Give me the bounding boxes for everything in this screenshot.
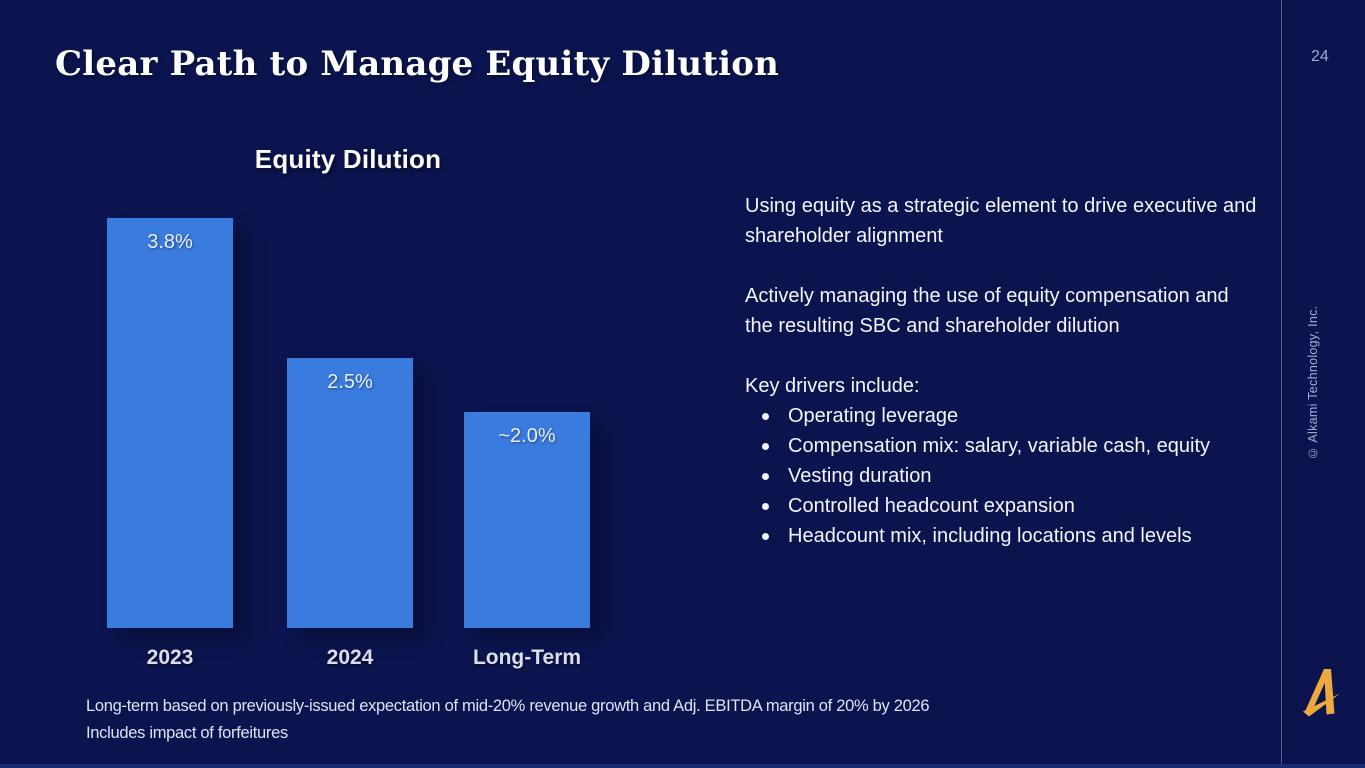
list-item-label: Vesting duration: [788, 465, 932, 487]
list-item: Headcount mix, including locations and l…: [745, 521, 1260, 551]
page-title: Clear Path to Manage Equity Dilution: [55, 44, 780, 84]
list-item-label: Operating leverage: [788, 405, 959, 427]
list-item: Compensation mix: salary, variable cash,…: [745, 431, 1260, 461]
bullet-dot-icon: [762, 503, 769, 510]
alkami-logo-icon: [1303, 669, 1340, 717]
bullet-dot-icon: [762, 533, 769, 540]
bullet-dot-icon: [762, 413, 769, 420]
bullet-dot-icon: [762, 473, 769, 480]
bar-2023: 3.8%: [107, 217, 233, 628]
commentary-panel: Using equity as a strategic element to d…: [745, 191, 1260, 551]
paragraph-managing-equity: Actively managing the use of equity comp…: [745, 285, 1229, 337]
vertical-divider: [1281, 0, 1282, 764]
bar-value-label: ~2.0%: [498, 425, 556, 447]
x-axis-label-2023: 2023: [146, 646, 194, 669]
bar-2024: 2.5%: [287, 358, 413, 628]
list-item: Controlled headcount expansion: [745, 491, 1260, 521]
key-drivers-list: Operating leverage Compensation mix: sal…: [745, 401, 1260, 551]
footnote: Long-term based on previously-issued exp…: [86, 693, 930, 747]
x-axis-label-2024: 2024: [326, 646, 374, 669]
list-item-label: Compensation mix: salary, variable cash,…: [788, 435, 1211, 457]
footnote-line-1: Long-term based on previously-issued exp…: [86, 697, 930, 715]
chart-title: Equity Dilution: [254, 144, 442, 174]
list-item: Operating leverage: [745, 401, 1260, 431]
bar-long-term: ~2.0%: [464, 412, 590, 628]
key-drivers-heading: Key drivers include:: [745, 375, 920, 397]
bar-value-label: 2.5%: [327, 371, 373, 393]
copyright-text: © Alkami Technology, Inc.: [1306, 305, 1320, 461]
footnote-line-2: Includes impact of forfeitures: [86, 724, 288, 742]
x-axis-label-long-term: Long-Term: [472, 646, 582, 669]
bottom-accent-bar: [0, 764, 1365, 768]
list-item-label: Controlled headcount expansion: [788, 495, 1075, 517]
list-item-label: Headcount mix, including locations and l…: [788, 525, 1192, 547]
list-item: Vesting duration: [745, 461, 1260, 491]
paragraph-equity-strategy: Using equity as a strategic element to d…: [745, 195, 1257, 247]
page-number: 24: [1311, 48, 1329, 65]
bar-value-label: 3.8%: [147, 230, 193, 253]
bullet-dot-icon: [762, 443, 769, 450]
